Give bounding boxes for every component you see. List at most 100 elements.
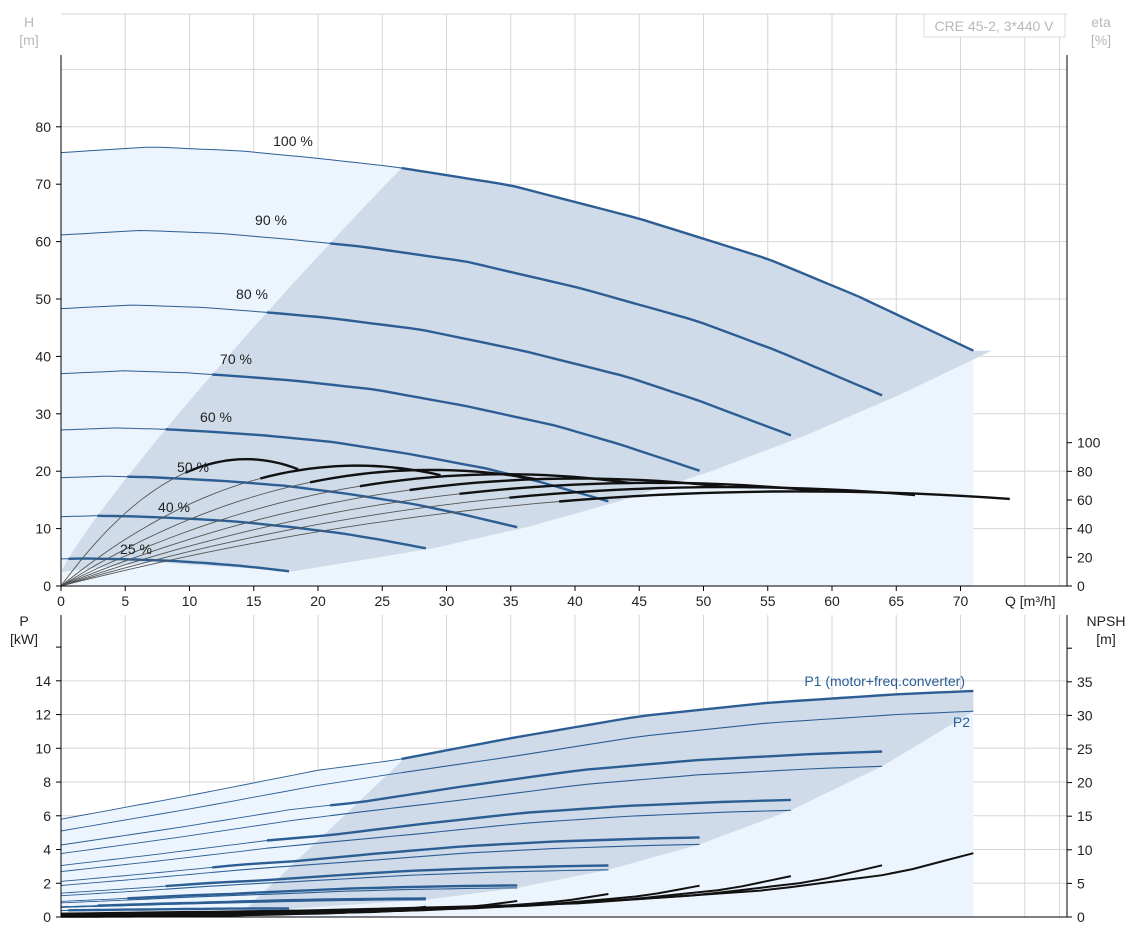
x-tick-label: 45 bbox=[631, 593, 647, 609]
p2-curve-5 bbox=[127, 887, 518, 901]
series-label-p2: P2 bbox=[953, 714, 970, 730]
eff-curve-thin-4 bbox=[60, 485, 360, 587]
y-left-tick-label: 60 bbox=[35, 234, 51, 250]
p2-curve-2 bbox=[266, 809, 791, 849]
y-right-tick-label: 0 bbox=[1077, 578, 1085, 594]
eff-curve-thin-6 bbox=[60, 478, 261, 587]
tick-labels: 0 5 10 15 20 25 30 35 40 45 50 55 60 65 70010203040506… bbox=[35, 119, 1100, 925]
hq-curve-thin-6 bbox=[60, 515, 98, 518]
p-tick-label: 4 bbox=[43, 842, 51, 858]
hq-curve-1 bbox=[329, 242, 883, 397]
eff-curve-thin-3 bbox=[60, 489, 410, 587]
p2-curve-thin-0 bbox=[60, 772, 402, 832]
y-right-label-top: eta bbox=[1091, 14, 1111, 30]
p1-curve-thin-5 bbox=[60, 897, 128, 902]
p2-curve-thin-3 bbox=[60, 871, 213, 886]
speed-label-60: 60 % bbox=[200, 409, 232, 425]
speed-label-100: 100 % bbox=[273, 133, 313, 149]
p1-curve-thin-1 bbox=[60, 804, 331, 846]
p-tick-label: 0 bbox=[43, 909, 51, 925]
p2-curve-0 bbox=[401, 710, 974, 774]
eff-curve-6 bbox=[260, 464, 441, 480]
npsh-tick-label: 35 bbox=[1077, 674, 1093, 690]
p2-curve-thin-1 bbox=[60, 815, 331, 855]
series-label-p1: P1 (motor+freq.converter) bbox=[804, 673, 965, 689]
speed-label-80: 80 % bbox=[236, 286, 268, 302]
eff-curve-thin-5 bbox=[60, 481, 311, 587]
hq-curve-thin-1 bbox=[60, 229, 331, 244]
y-left-tick-label: 70 bbox=[35, 176, 51, 192]
x-tick-label: 30 bbox=[439, 593, 455, 609]
x-tick-label: 10 bbox=[182, 593, 198, 609]
eff-curve-5 bbox=[309, 468, 536, 484]
p1-curve-6 bbox=[97, 897, 426, 907]
y-right-label-bottom: NPSH bbox=[1087, 613, 1126, 629]
hq-curve-thin-0 bbox=[60, 146, 402, 169]
title-box bbox=[923, 13, 1066, 38]
p1-curve-3 bbox=[212, 836, 700, 869]
x-tick-label: 50 bbox=[696, 593, 712, 609]
p2-curve-1 bbox=[330, 765, 883, 817]
p2-curve-thin-5 bbox=[60, 899, 128, 904]
hq-curve-thin-2 bbox=[60, 304, 268, 313]
eff-curve-3 bbox=[409, 477, 726, 492]
eff-curve-thin-2 bbox=[60, 493, 460, 587]
eff-curve-0 bbox=[559, 490, 1010, 503]
p2-curve-4 bbox=[165, 869, 609, 890]
axes bbox=[56, 55, 1072, 918]
y-right-tick-label: 100 bbox=[1077, 435, 1101, 451]
x-tick-label: 15 bbox=[246, 593, 262, 609]
eff-curve-thin-7 bbox=[60, 472, 186, 587]
p2-curve-thin-4 bbox=[60, 888, 166, 897]
p1-curve-2 bbox=[266, 798, 791, 842]
y-left-tick-label: 10 bbox=[35, 521, 51, 537]
y-left-label-bottom: P bbox=[19, 613, 28, 629]
npsh-tick-label: 5 bbox=[1077, 875, 1085, 891]
y-left-tick-label: 20 bbox=[35, 463, 51, 479]
x-tick-label: 70 bbox=[953, 593, 969, 609]
x-tick-label: 60 bbox=[824, 593, 840, 609]
x-tick-label: 40 bbox=[567, 593, 583, 609]
chart-title: CRE 45-2, 3*440 V bbox=[934, 18, 1054, 34]
x-tick-label: 35 bbox=[503, 593, 519, 609]
y-right-tick-label: 40 bbox=[1077, 521, 1093, 537]
npsh-tick-label: 15 bbox=[1077, 808, 1093, 824]
p1-curve-thin-4 bbox=[60, 885, 166, 894]
p1-curve-thin-2 bbox=[60, 840, 268, 867]
hq-curve-0 bbox=[401, 166, 974, 352]
p1-curve-thin-3 bbox=[60, 866, 213, 882]
p1-curve-thin-0 bbox=[60, 758, 402, 820]
x-tick-label: 5 bbox=[121, 593, 129, 609]
npsh-tick-label: 25 bbox=[1077, 741, 1093, 757]
speed-label-70: 70 % bbox=[220, 351, 252, 367]
npsh-tick-label: 0 bbox=[1077, 909, 1085, 925]
curves bbox=[60, 146, 1010, 918]
p2-curve-thin-6 bbox=[61, 905, 98, 908]
speed-label-40: 40 % bbox=[158, 499, 190, 515]
hq-curve-6 bbox=[97, 514, 427, 550]
eff-curve-thin-0 bbox=[60, 501, 560, 587]
x-tick-label: 55 bbox=[760, 593, 776, 609]
eff-curve-1 bbox=[509, 485, 916, 499]
eff-curve-7 bbox=[185, 458, 299, 474]
y-left-unit-bottom: [kW] bbox=[10, 631, 38, 647]
operating-region bbox=[61, 146, 992, 917]
x-axis-label: Q [m³/h] bbox=[1005, 593, 1056, 609]
y-left-tick-label: 80 bbox=[35, 119, 51, 135]
p1-curve-thin-6 bbox=[60, 905, 98, 908]
p2-curve-3 bbox=[212, 843, 700, 873]
hq-curve-7 bbox=[68, 557, 290, 573]
hq-curve-2 bbox=[266, 311, 792, 437]
p1-curve-0 bbox=[401, 689, 974, 761]
y-left-tick-label: 40 bbox=[35, 348, 51, 364]
p-tick-label: 6 bbox=[43, 808, 51, 824]
y-right-tick-label: 60 bbox=[1077, 492, 1093, 508]
y-right-tick-label: 20 bbox=[1077, 549, 1093, 565]
x-tick-label: 0 bbox=[57, 593, 65, 609]
p-tick-label: 14 bbox=[35, 673, 51, 689]
y-left-tick-label: 30 bbox=[35, 406, 51, 422]
x-tick-label: 65 bbox=[888, 593, 904, 609]
hq-curve-thin-4 bbox=[60, 427, 166, 431]
p1-curve-1 bbox=[329, 750, 883, 807]
